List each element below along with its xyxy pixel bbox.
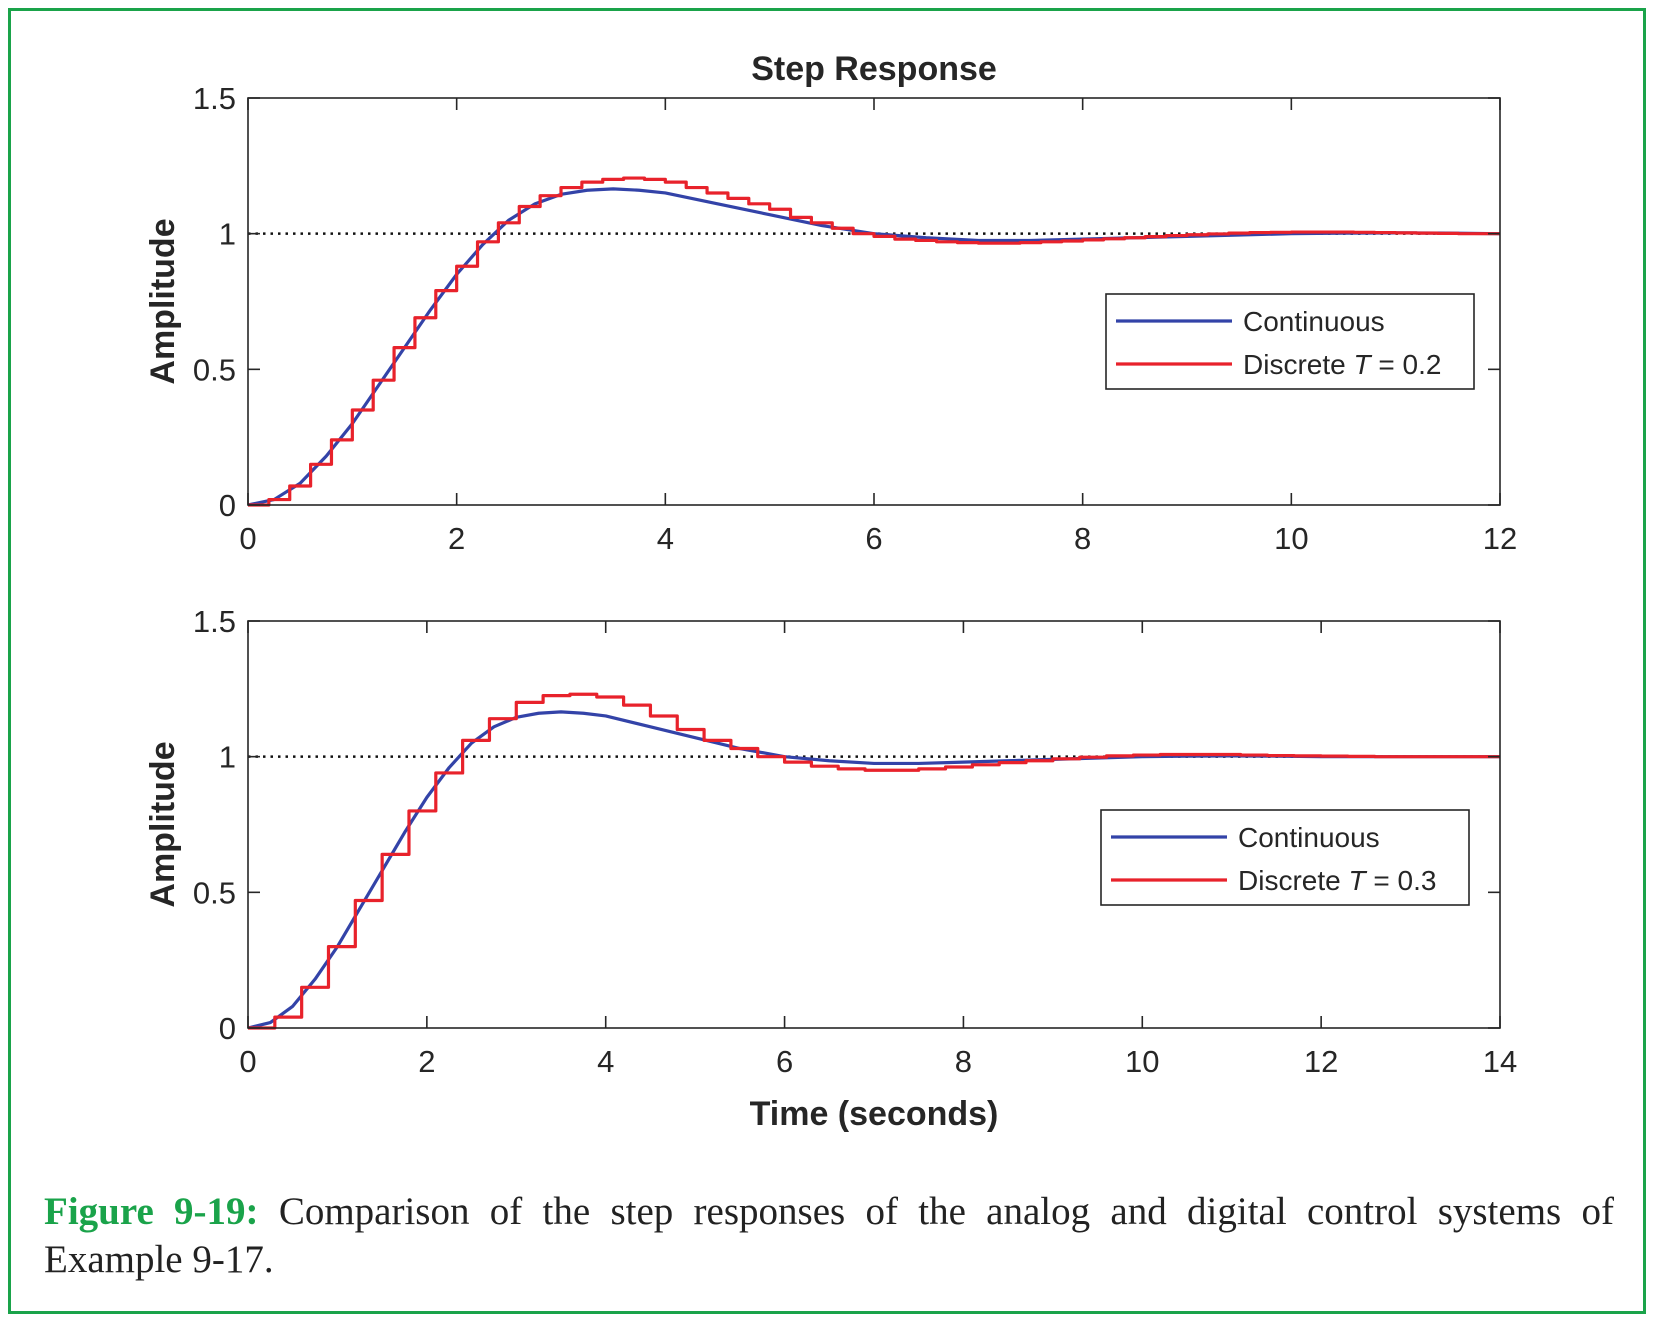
- series-discrete-line: [248, 692, 1500, 1030]
- x-tick-label: 10: [1274, 521, 1308, 556]
- x-tick-label: 6: [776, 1044, 793, 1079]
- x-tick-label: 14: [1483, 1044, 1517, 1079]
- y-tick-label: 1.5: [193, 604, 236, 639]
- legend-entry: Discrete T = 0.2: [1243, 349, 1441, 380]
- x-tick-label: 0: [239, 521, 256, 556]
- x-tick-label: 0: [239, 1044, 256, 1079]
- x-tick-label: 4: [597, 1044, 614, 1079]
- figure-caption: Figure 9-19: Comparison of the step resp…: [44, 1188, 1614, 1284]
- x-tick-label: 6: [865, 521, 882, 556]
- caption-text: Comparison of the step responses of the …: [44, 1190, 1614, 1281]
- x-tick-label: 8: [955, 1044, 972, 1079]
- y-tick-label: 0.5: [193, 875, 236, 910]
- x-tick-label: 8: [1074, 521, 1091, 556]
- caption-label: Figure 9-19:: [44, 1190, 259, 1233]
- chart-panel-1: 0 2 4 6 8 10 12 0 0.5 1 1.5 Step Response Amplitude C…: [144, 50, 1517, 556]
- legend-box: [1100, 809, 1470, 906]
- x-tick-label: 12: [1304, 1044, 1338, 1079]
- chart-panel-2: 0 2 4 6 8 10 12 14 0 0.5 1 1.5 Amplitude Time (second…: [144, 604, 1517, 1133]
- x-tick-label: 4: [657, 521, 674, 556]
- y-axis-label: Amplitude: [144, 741, 182, 907]
- legend: Continuous Discrete T = 0.3: [1100, 809, 1470, 906]
- legend-entry: Continuous: [1243, 306, 1385, 337]
- x-tick-label: 10: [1125, 1044, 1159, 1079]
- legend-box: [1105, 293, 1475, 390]
- legend-entry: Discrete T = 0.3: [1238, 865, 1436, 896]
- chart-title: Step Response: [751, 50, 997, 88]
- x-tick-label: 12: [1483, 521, 1517, 556]
- series-discrete-line: [248, 176, 1500, 507]
- x-tick-label: 2: [418, 1044, 435, 1079]
- legend: Continuous Discrete T = 0.2: [1105, 293, 1475, 390]
- x-tick-label: 2: [448, 521, 465, 556]
- y-tick-label: 1: [219, 217, 236, 252]
- x-axis-label: Time (seconds): [750, 1095, 999, 1133]
- y-tick-label: 0.5: [193, 352, 236, 387]
- y-tick-label: 1: [219, 740, 236, 775]
- axes-box: [247, 620, 1501, 1029]
- y-axis-label: Amplitude: [144, 218, 182, 384]
- legend-entry: Continuous: [1238, 822, 1380, 853]
- y-tick-label: 0: [219, 1011, 236, 1046]
- y-tick-label: 0: [219, 488, 236, 523]
- y-tick-label: 1.5: [193, 81, 236, 116]
